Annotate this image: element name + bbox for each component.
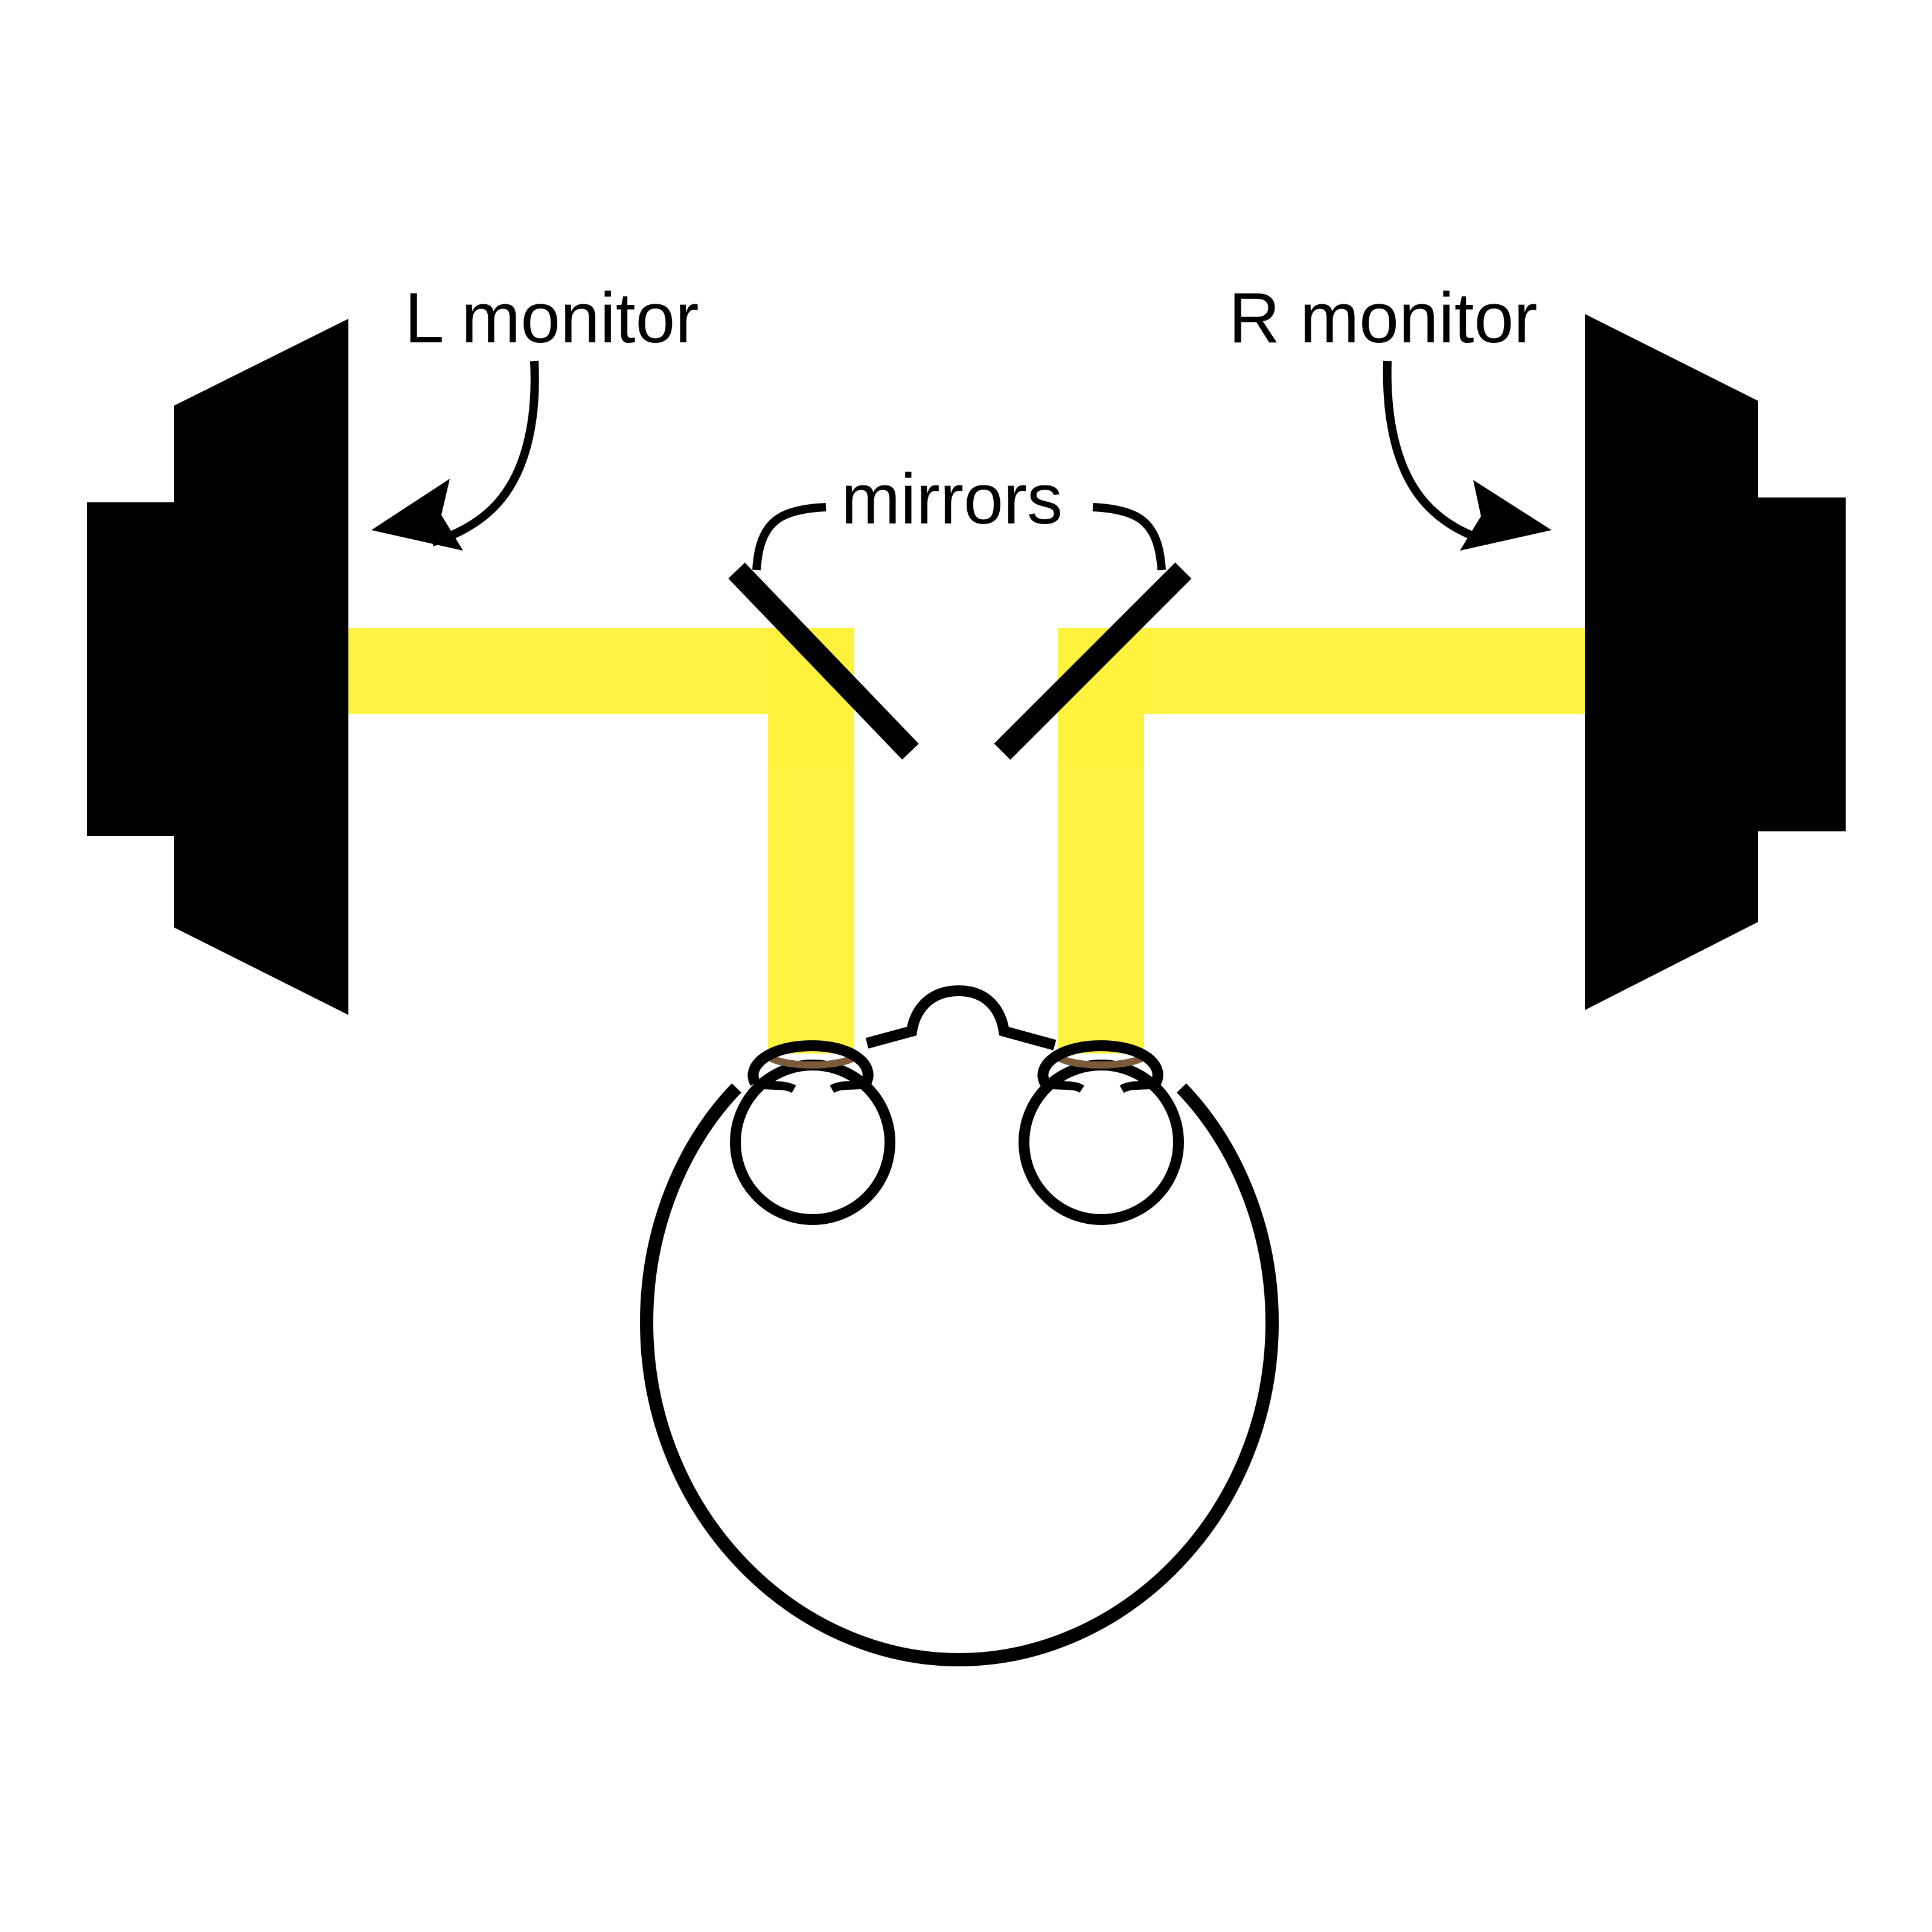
- mirrors-label: mirrors: [841, 459, 1063, 539]
- head-outline: [639, 1083, 1279, 1667]
- left-monitor-arrow: [371, 360, 539, 551]
- left-vertical-beam: [768, 628, 854, 1054]
- right-eyelid: [1037, 1040, 1163, 1086]
- right-mirror: [994, 562, 1192, 760]
- left-eye: [730, 1040, 895, 1225]
- right-eyelid-left-tip: [1051, 1081, 1084, 1093]
- left-monitor-label: L monitor: [405, 278, 699, 358]
- left-mirror: [728, 562, 919, 760]
- right-vertical-beam: [1058, 628, 1144, 1054]
- left-eyeball: [730, 1060, 895, 1225]
- light-beams: [347, 628, 1585, 1054]
- right-monitor-label: R monitor: [1229, 278, 1537, 358]
- left-eyelid-left-tip: [761, 1081, 796, 1093]
- right-iris: [1057, 1054, 1144, 1069]
- right-eyeball: [1019, 1060, 1184, 1225]
- right-monitor-arrow: [1383, 360, 1552, 551]
- viewer-head: [639, 985, 1279, 1667]
- right-horizontal-beam: [1058, 628, 1585, 714]
- left-eyelid-right-tip: [830, 1081, 862, 1093]
- right-eye: [1019, 1040, 1184, 1225]
- mirrors-bracket: [752, 503, 1166, 571]
- right-eyelid-right-tip: [1119, 1081, 1152, 1093]
- nose: [865, 985, 1057, 1051]
- right-monitor-shape: [1585, 314, 1846, 1010]
- left-eyelid: [747, 1040, 874, 1086]
- left-iris: [769, 1054, 856, 1069]
- left-monitor-shape: [87, 319, 348, 1015]
